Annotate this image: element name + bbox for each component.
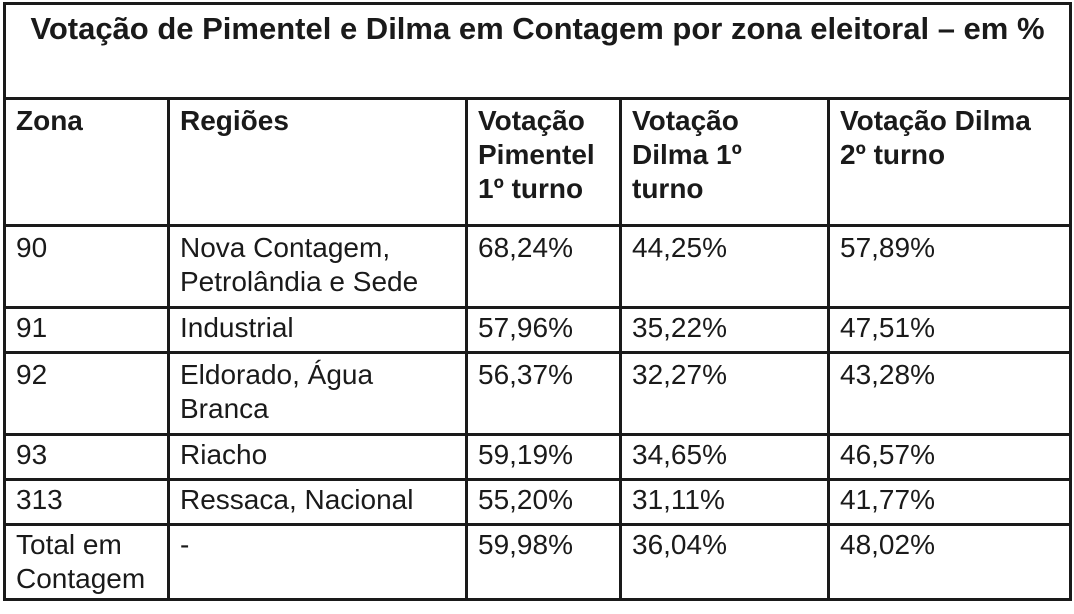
header-row: Zona Regiões Votação Pimentel 1º turno V… [3,97,1072,227]
table-cell: Eldorado, Água Branca [167,351,468,436]
table-cell: 34,65% [619,433,830,481]
table-cell: 41,77% [827,478,1072,526]
table-cell: 55,20% [465,478,622,526]
column-header: Votação Dilma 2º turno [827,97,1072,227]
vote-table: Votação de Pimentel e Dilma em Contagem … [3,2,1072,601]
column-header: Votação Dilma 1º turno [619,97,830,227]
table-cell: 92 [3,351,170,436]
table-cell: 31,11% [619,478,830,526]
column-header: Regiões [167,97,468,227]
table-cell: 44,25% [619,224,830,309]
table-row: 93 Riacho 59,19% 34,65% 46,57% [3,433,1072,481]
table-cell: Riacho [167,433,468,481]
table-cell: 46,57% [827,433,1072,481]
table-cell: 90 [3,224,170,309]
table-cell: Total em Contagem [3,523,170,601]
table-cell: 32,27% [619,351,830,436]
table-row: 92 Eldorado, Água Branca 56,37% 32,27% 4… [3,351,1072,436]
table-cell: 36,04% [619,523,830,601]
table-cell: 91 [3,306,170,354]
table-row: 90 Nova Contagem, Petrolândia e Sede 68,… [3,224,1072,309]
table-cell: 313 [3,478,170,526]
table-container: Votação de Pimentel e Dilma em Contagem … [3,2,1072,610]
table-cell: 68,24% [465,224,622,309]
table-cell: Nova Contagem, Petrolândia e Sede [167,224,468,309]
table-cell: 56,37% [465,351,622,436]
column-header: Votação Pimentel 1º turno [465,97,622,227]
table-cell: 57,89% [827,224,1072,309]
table-cell: 59,19% [465,433,622,481]
table-row: 313 Ressaca, Nacional 55,20% 31,11% 41,7… [3,478,1072,526]
table-cell: 57,96% [465,306,622,354]
table-cell: 93 [3,433,170,481]
table-cell: 47,51% [827,306,1072,354]
table-cell: Industrial [167,306,468,354]
table-cell: Ressaca, Nacional [167,478,468,526]
table-title: Votação de Pimentel e Dilma em Contagem … [3,2,1072,100]
table-row-total: Total em Contagem - 59,98% 36,04% 48,02% [3,523,1072,601]
table-cell: 43,28% [827,351,1072,436]
table-cell: 48,02% [827,523,1072,601]
table-row: 91 Industrial 57,96% 35,22% 47,51% [3,306,1072,354]
table-cell: 59,98% [465,523,622,601]
column-header: Zona [3,97,170,227]
table-cell: 35,22% [619,306,830,354]
table-cell: - [167,523,468,601]
